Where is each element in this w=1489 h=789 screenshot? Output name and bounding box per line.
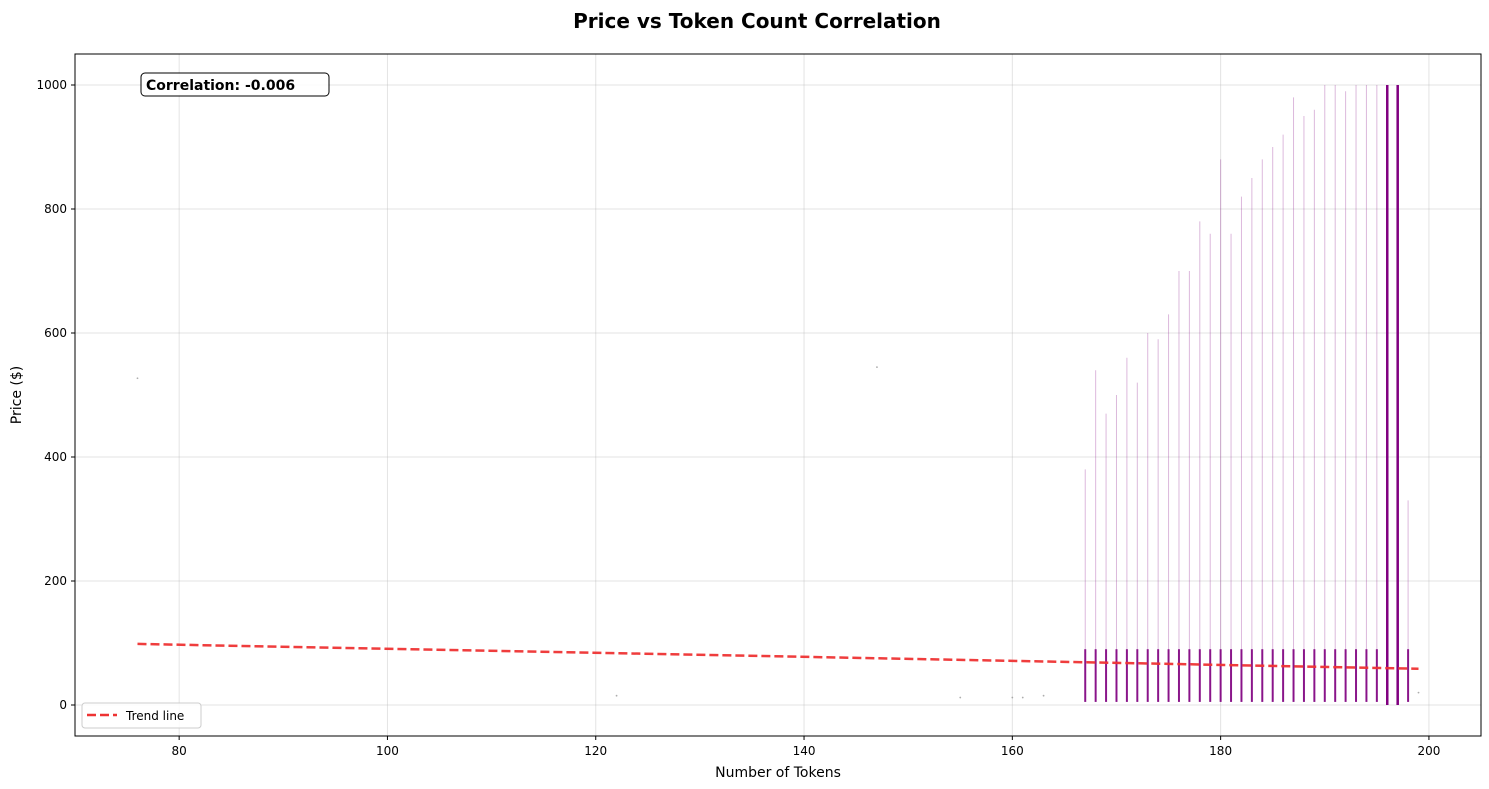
y-tick-label: 800 <box>44 202 67 216</box>
y-tick-label: 400 <box>44 450 67 464</box>
x-tick-label: 80 <box>172 744 187 758</box>
y-tick-label: 0 <box>59 698 67 712</box>
x-axis-ticks: 80 100 120 140 160 180 200 <box>172 736 1440 758</box>
correlation-box-frame <box>140 72 330 97</box>
outlier-point <box>959 696 962 699</box>
legend-entry-trend: Trend line <box>125 709 184 723</box>
y-tick-label: 600 <box>44 326 67 340</box>
outlier-point <box>615 694 618 697</box>
x-tick-label: 140 <box>793 744 816 758</box>
outlier-point <box>136 377 139 380</box>
x-axis-label: Number of Tokens <box>715 765 841 781</box>
outlier-point <box>1417 691 1420 694</box>
grid-lines <box>75 54 1481 736</box>
y-axis-label: Price ($) <box>9 366 25 424</box>
x-tick-label: 100 <box>376 744 399 758</box>
trend-line <box>137 642 1419 670</box>
legend-frame <box>81 702 202 729</box>
correlation-box: Correlation: -0.006 <box>140 72 330 97</box>
y-tick-label: 200 <box>44 574 67 588</box>
scatter-points <box>136 85 1420 705</box>
x-tick-label: 200 <box>1417 744 1440 758</box>
legend: Trend line <box>81 702 202 729</box>
chart-title: Price vs Token Count Correlation <box>573 9 941 33</box>
outlier-point <box>1042 694 1045 697</box>
x-tick-label: 160 <box>1001 744 1024 758</box>
outlier-point <box>876 366 878 368</box>
y-tick-label: 1000 <box>36 78 67 92</box>
outlier-point <box>1011 696 1014 699</box>
plot-frame <box>74 53 1482 737</box>
correlation-text: Correlation: -0.006 <box>146 78 295 94</box>
outlier-point <box>1021 696 1024 699</box>
y-axis-ticks: 0 200 400 600 800 1000 <box>36 78 75 712</box>
x-tick-label: 180 <box>1209 744 1232 758</box>
x-tick-label: 120 <box>584 744 607 758</box>
